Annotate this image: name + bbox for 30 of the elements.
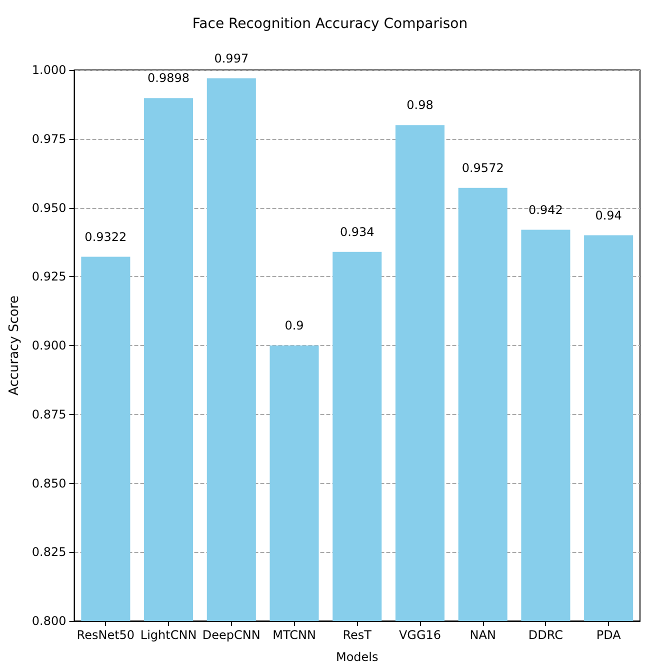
y-tick-label: 0.850 [32,476,66,490]
x-tick-label: NAN [470,628,496,642]
y-tick-label: 0.900 [32,338,66,352]
data-label: 0.9322 [84,230,127,244]
x-tick-label: VGG16 [398,628,442,642]
y-tick-label: 0.800 [32,614,66,628]
data-label: 0.942 [528,202,563,217]
y-tick-label: 0.925 [32,270,66,284]
data-label: 0.9572 [462,160,504,175]
y-tick-label: 1.000 [32,63,66,77]
x-tick-label: ResNet50 [76,628,135,642]
data-label: 0.98 [406,98,434,112]
data-label: 0.997 [214,51,249,66]
x-tick-label: ResT [342,628,372,642]
y-tick-label: 0.975 [32,132,66,146]
x-tick-label: DDRC [528,628,564,642]
x-tick-label: MTCNN [272,628,316,642]
y-tick-label: 0.950 [32,200,66,215]
y-axis-title: Accuracy Score [7,296,22,396]
x-tick-label: LightCNN [140,628,197,642]
x-tick-label: PDA [596,628,622,642]
x-axis-title: Models [336,650,378,664]
data-label: 0.94 [595,208,622,222]
y-tick-label: 0.825 [32,545,66,560]
x-tick-label: DeepCNN [202,628,260,642]
chart-title: Face Recognition Accuracy Comparison [192,16,468,32]
data-label: 0.9898 [148,71,190,86]
data-label: 0.934 [340,224,374,239]
data-label: 0.9 [284,318,304,332]
y-tick-label: 0.875 [32,407,66,422]
